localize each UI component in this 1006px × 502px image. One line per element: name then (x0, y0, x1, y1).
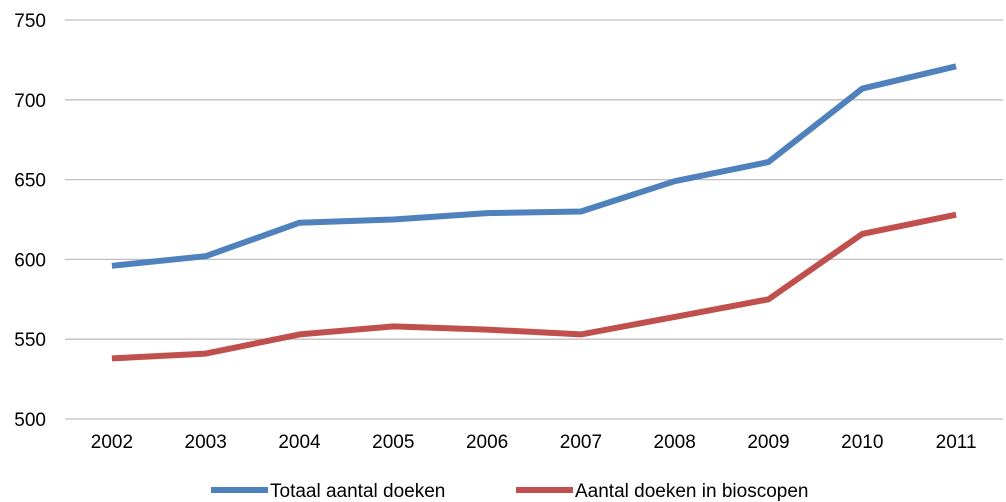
x-tick-label: 2004 (278, 432, 321, 453)
legend: Totaal aantal doeken Aantal doeken in bio… (211, 481, 808, 502)
y-tick-label: 550 (14, 330, 46, 351)
series-line-1 (111, 63, 957, 269)
x-tick-label: 2006 (466, 432, 508, 453)
y-tick-label: 700 (14, 91, 46, 112)
legend-item: Aantal doeken in bioscopen (516, 481, 808, 502)
y-tick-label: 750 (14, 11, 46, 32)
series-line-2 (111, 211, 957, 362)
y-tick-label: 650 (14, 171, 46, 192)
y-tick-label: 500 (14, 410, 46, 431)
x-tick-label: 2010 (841, 432, 883, 453)
legend-item: Totaal aantal doeken (211, 481, 445, 502)
x-tick-label: 2005 (372, 432, 414, 453)
x-tick-label: 2007 (560, 432, 602, 453)
gridlines (65, 19, 1003, 420)
y-tick-label: 600 (14, 250, 46, 271)
legend-label: Totaal aantal doeken (270, 481, 445, 502)
x-tick-label: 2003 (185, 432, 227, 453)
x-tick-label: 2009 (747, 432, 789, 453)
x-tick-label: 2002 (91, 432, 133, 453)
y-axis-ticks: 500 550 600 650 700 750 (14, 11, 46, 431)
x-tick-label: 2008 (654, 432, 696, 453)
legend-label: Aantal doeken in bioscopen (575, 481, 808, 502)
x-axis-ticks: 2002 2003 2004 2005 2006 2007 2008 2009 2010 2011 (91, 432, 977, 453)
x-tick-label: 2011 (936, 432, 977, 453)
series-lines (111, 63, 957, 362)
